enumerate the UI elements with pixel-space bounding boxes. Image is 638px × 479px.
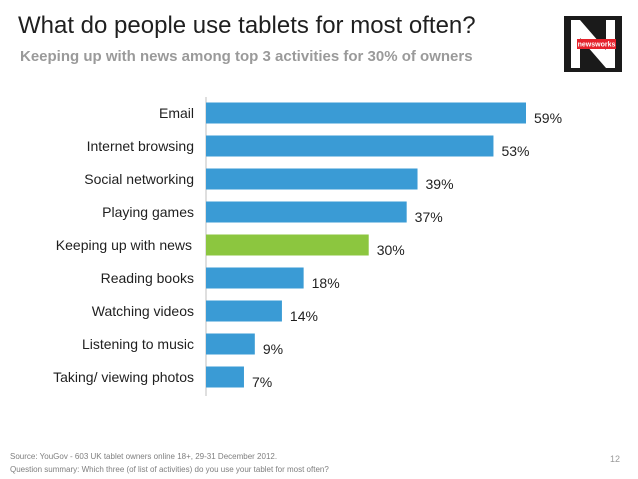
value-label: 30% bbox=[377, 242, 405, 258]
bar bbox=[206, 168, 418, 190]
value-label: 9% bbox=[263, 341, 283, 357]
bar bbox=[206, 300, 282, 322]
bar bbox=[206, 102, 526, 124]
value-label: 53% bbox=[501, 143, 529, 159]
bar bbox=[206, 267, 304, 289]
category-label: Internet browsing bbox=[87, 138, 194, 154]
question-summary: Question summary: Which three (of list o… bbox=[10, 465, 329, 474]
chart-title: What do people use tablets for most ofte… bbox=[18, 12, 476, 39]
value-label: 59% bbox=[534, 110, 562, 126]
source-note: Source: YouGov - 603 UK tablet owners on… bbox=[10, 452, 278, 461]
value-label: 39% bbox=[426, 176, 454, 192]
category-label: Social networking bbox=[84, 171, 194, 187]
bar bbox=[206, 201, 407, 223]
category-label: Listening to music bbox=[82, 336, 194, 352]
category-label: Reading books bbox=[101, 270, 194, 286]
bar bbox=[206, 135, 494, 157]
logo-text: newsworks bbox=[578, 42, 616, 49]
bar bbox=[206, 234, 369, 256]
newsworks-logo: newsworks bbox=[564, 16, 622, 72]
category-label: Playing games bbox=[102, 204, 194, 220]
value-label: 18% bbox=[312, 275, 340, 291]
chart-subtitle: Keeping up with news among top 3 activit… bbox=[20, 48, 473, 65]
category-label: Keeping up with news bbox=[56, 237, 192, 253]
category-label: Watching videos bbox=[92, 303, 194, 319]
page-number: 12 bbox=[610, 454, 621, 464]
bar bbox=[206, 366, 244, 388]
category-label: Email bbox=[159, 105, 194, 121]
bar-chart: Email 59% Internet browsing 53% Social netwo… bbox=[53, 97, 562, 396]
bar bbox=[206, 333, 255, 355]
value-label: 14% bbox=[290, 308, 318, 324]
category-label: Taking/ viewing photos bbox=[53, 369, 194, 385]
value-label: 7% bbox=[252, 374, 272, 390]
value-label: 37% bbox=[415, 209, 443, 225]
